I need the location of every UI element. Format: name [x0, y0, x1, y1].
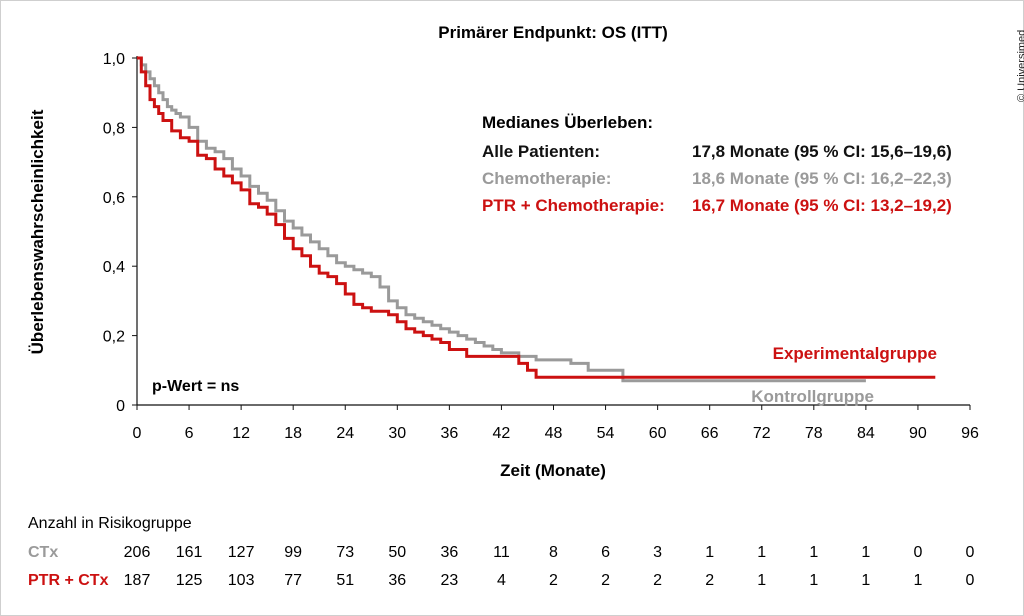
x-tick-label: 12 — [232, 425, 250, 442]
x-tick-label: 48 — [545, 425, 563, 442]
risk-table-cell: 0 — [966, 572, 975, 589]
x-tick-label: 0 — [133, 425, 142, 442]
risk-table-cell: 36 — [388, 572, 406, 589]
median-row-value: 18,6 Monate (95 % CI: 16,2–22,3) — [692, 169, 952, 188]
series-line-chemotherapie — [137, 56, 866, 383]
risk-table-cell: 103 — [228, 572, 255, 589]
risk-table-cell: 1 — [809, 544, 818, 561]
p-value-label: p-Wert = ns — [152, 378, 239, 395]
x-tick-label: 30 — [388, 425, 406, 442]
median-row-label: Alle Patienten: — [482, 142, 600, 161]
y-axis-label: Überlebenswahrscheinlichkeit — [28, 109, 47, 354]
x-tick-label: 24 — [336, 425, 354, 442]
risk-table-cell: 3 — [653, 544, 662, 561]
km-chart: Primärer Endpunkt: OS (ITT) 0 0,2 0,4 0,6 0,8… — [28, 23, 979, 589]
risk-table-cell: 1 — [809, 572, 818, 589]
y-tick-label: 0,8 — [103, 120, 125, 137]
risk-table-cell: 8 — [549, 544, 558, 561]
risk-table-cell: 0 — [966, 544, 975, 561]
x-tick-label: 84 — [857, 425, 875, 442]
median-row-value: 17,8 Monate (95 % CI: 15,6–19,6) — [692, 142, 952, 161]
control-group-label: Kontrollgruppe — [751, 387, 874, 406]
risk-table-cell: 2 — [705, 572, 714, 589]
x-tick-label: 42 — [493, 425, 511, 442]
risk-table-cell: 1 — [757, 572, 766, 589]
x-tick-label: 66 — [701, 425, 719, 442]
risk-table-cell: 73 — [336, 544, 354, 561]
y-tick-label: 1,0 — [103, 51, 125, 68]
copyright-text: © Universimed — [1016, 29, 1024, 102]
median-row-label: Chemotherapie: — [482, 169, 611, 188]
risk-table-cell: 36 — [440, 544, 458, 561]
risk-table-cell: 125 — [176, 572, 203, 589]
y-tick-label: 0 — [116, 398, 125, 415]
median-row-label: PTR + Chemotherapie: — [482, 196, 665, 215]
risk-table-cell: 127 — [228, 544, 255, 561]
chart-title: Primärer Endpunkt: OS (ITT) — [438, 23, 668, 42]
risk-table-cell: 187 — [124, 572, 151, 589]
x-tick-label: 90 — [909, 425, 927, 442]
x-tick-label: 54 — [597, 425, 615, 442]
x-tick-label: 36 — [440, 425, 458, 442]
median-heading: Medianes Überleben: — [482, 113, 653, 132]
risk-table-cell: 206 — [124, 544, 151, 561]
risk-table-cell: 23 — [440, 572, 458, 589]
risk-table-cell: 2 — [653, 572, 662, 589]
risk-row-label: CTx — [28, 544, 58, 561]
series-line-ptr-chemotherapie — [137, 56, 936, 379]
risk-table-cell: 161 — [176, 544, 203, 561]
risk-table-cell: 11 — [493, 544, 510, 561]
x-tick-label: 6 — [185, 425, 194, 442]
experimental-group-label: Experimentalgruppe — [773, 344, 937, 363]
x-axis-label: Zeit (Monate) — [500, 461, 606, 480]
risk-table-cell: 4 — [497, 572, 506, 589]
y-tick-label: 0,4 — [103, 259, 125, 276]
risk-table-cell: 50 — [388, 544, 406, 561]
risk-table-cell: 1 — [861, 572, 870, 589]
risk-table-cell: 77 — [284, 572, 302, 589]
x-tick-label: 18 — [284, 425, 302, 442]
risk-table-cell: 0 — [913, 544, 922, 561]
x-tick-label: 60 — [649, 425, 667, 442]
risk-row-label: PTR + CTx — [28, 572, 109, 589]
risk-table-cell: 1 — [913, 572, 922, 589]
x-tick-label: 96 — [961, 425, 979, 442]
risk-table-cell: 2 — [549, 572, 558, 589]
risk-table-cell: 1 — [705, 544, 714, 561]
y-tick-label: 0,2 — [103, 329, 125, 346]
x-tick-label: 72 — [753, 425, 771, 442]
risk-table-cell: 51 — [336, 572, 354, 589]
risk-table-cell: 1 — [757, 544, 766, 561]
risk-table-cell: 1 — [861, 544, 870, 561]
risk-table-cell: 99 — [284, 544, 302, 561]
risk-table-cell: 6 — [601, 544, 610, 561]
median-row-value: 16,7 Monate (95 % CI: 13,2–19,2) — [692, 196, 952, 215]
y-tick-label: 0,6 — [103, 190, 125, 207]
copyright-label: © Universimed — [1004, 8, 1024, 108]
x-tick-label: 78 — [805, 425, 823, 442]
risk-table-heading: Anzahl in Risikogruppe — [28, 515, 192, 532]
risk-table-cell: 2 — [601, 572, 610, 589]
